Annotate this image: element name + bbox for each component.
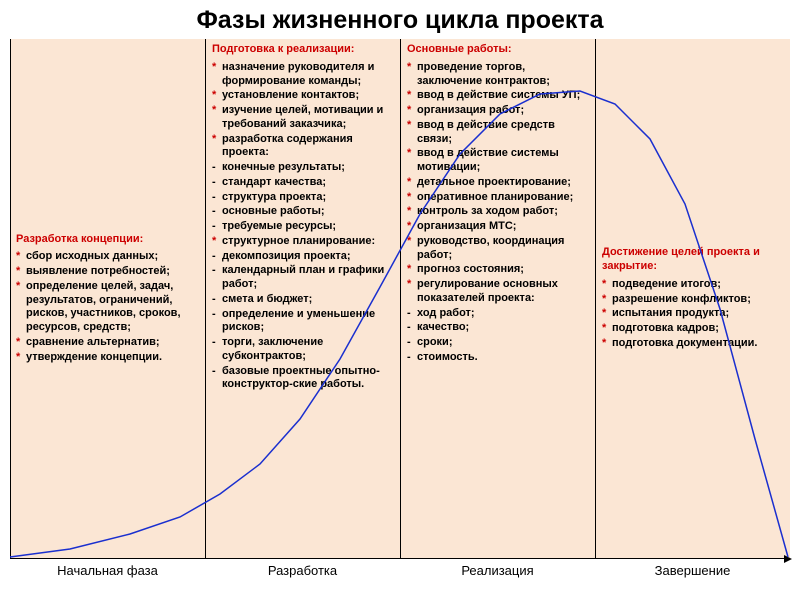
phase-labels-row: Начальная фаза Разработка Реализация Зав… — [10, 563, 790, 578]
list-item: назначение руководителя и формирование к… — [212, 61, 394, 89]
list-item: организация МТС; — [407, 220, 589, 234]
list-item: ход работ; — [407, 307, 589, 321]
list-item: сбор исходных данных; — [16, 250, 199, 264]
phase-list-closure: подведение итогов;разрешение конфликтов;… — [602, 278, 784, 351]
list-item: разрешение конфликтов; — [602, 293, 784, 307]
list-item: стоимость. — [407, 351, 589, 365]
phase-col-development: Подготовка к реализации: назначение руко… — [205, 39, 400, 559]
list-item: оперативное планирование; — [407, 191, 589, 205]
page-title: Фазы жизненного цикла проекта — [0, 0, 800, 39]
list-item: руководство, координация работ; — [407, 235, 589, 263]
list-item: декомпозиция проекта; — [212, 250, 394, 264]
list-item: конечные результаты; — [212, 161, 394, 175]
list-item: регулирование основных показателей проек… — [407, 278, 589, 306]
list-item: разработка содержания проекта: — [212, 133, 394, 161]
list-item: утверждение концепции. — [16, 351, 199, 365]
list-item: испытания продукта; — [602, 307, 784, 321]
chart-area: Разработка концепции: сбор исходных данн… — [10, 39, 790, 559]
phase-col-initial: Разработка концепции: сбор исходных данн… — [10, 39, 205, 559]
list-item: выявление потребностей; — [16, 265, 199, 279]
phase-title: Подготовка к реализации: — [212, 43, 394, 57]
list-item: требуемые ресурсы; — [212, 220, 394, 234]
list-item: качество; — [407, 321, 589, 335]
list-item: календарный план и графики работ; — [212, 264, 394, 292]
list-item: ввод в действие системы мотивации; — [407, 147, 589, 175]
list-item: детальное проектирование; — [407, 176, 589, 190]
list-item: определение и уменьшение рисков; — [212, 308, 394, 336]
list-item: подведение итогов; — [602, 278, 784, 292]
list-item: изучение целей, мотивации и требований з… — [212, 104, 394, 132]
phase-list-development: назначение руководителя и формирование к… — [212, 61, 394, 392]
phase-label: Реализация — [400, 563, 595, 578]
list-item: подготовка кадров; — [602, 322, 784, 336]
phase-label: Разработка — [205, 563, 400, 578]
list-item: структура проекта; — [212, 191, 394, 205]
phase-list-initial: сбор исходных данных;выявление потребнос… — [16, 250, 199, 364]
phase-label: Начальная фаза — [10, 563, 205, 578]
list-item: ввод в действие средств связи; — [407, 119, 589, 147]
list-item: торги, заключение субконтрактов; — [212, 336, 394, 364]
phase-title: Разработка концепции: — [16, 233, 199, 247]
phase-title: Основные работы: — [407, 43, 589, 57]
list-item: контроль за ходом работ; — [407, 205, 589, 219]
list-item: смета и бюджет; — [212, 293, 394, 307]
phase-list-execution: проведение торгов, заключение контрактов… — [407, 61, 589, 365]
list-item: организация работ; — [407, 104, 589, 118]
list-item: структурное планирование: — [212, 235, 394, 249]
list-item: базовые проектные опытно-конструктор-ски… — [212, 365, 394, 393]
phase-col-execution: Основные работы: проведение торгов, закл… — [400, 39, 595, 559]
list-item: основные работы; — [212, 205, 394, 219]
list-item: прогноз состояния; — [407, 263, 589, 277]
list-item: проведение торгов, заключение контрактов… — [407, 61, 589, 89]
list-item: сроки; — [407, 336, 589, 350]
list-item: определение целей, задач, результатов, о… — [16, 280, 199, 335]
phase-col-closure: Достижение целей проекта и закрытие: под… — [595, 39, 790, 559]
phase-title: Достижение целей проекта и закрытие: — [602, 246, 784, 274]
list-item: стандарт качества; — [212, 176, 394, 190]
list-item: ввод в действие системы УП; — [407, 89, 589, 103]
list-item: сравнение альтернатив; — [16, 336, 199, 350]
phase-label: Завершение — [595, 563, 790, 578]
list-item: установление контактов; — [212, 89, 394, 103]
list-item: подготовка документации. — [602, 337, 784, 351]
